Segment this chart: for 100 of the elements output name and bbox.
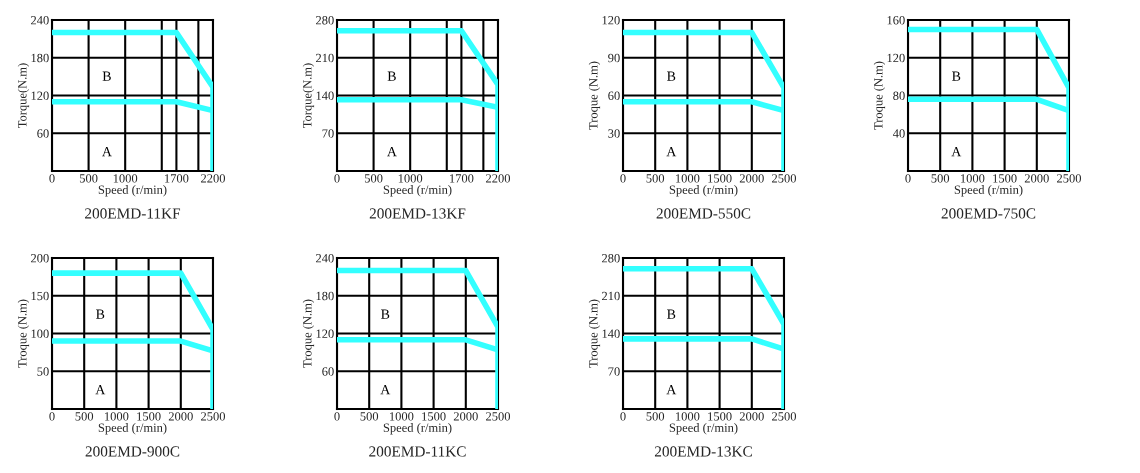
annotation: A: [666, 385, 677, 395]
annotation: B: [381, 309, 390, 319]
x-tick-label: 500: [75, 412, 94, 421]
y-tick-label: 60: [37, 129, 49, 138]
y-tick-label: 140: [602, 329, 620, 338]
y-tick-label: 60: [608, 91, 620, 100]
x-tick-label: 2000: [168, 412, 193, 421]
y-axis-title: Troque (N.m): [873, 61, 886, 130]
x-tick-label: 2000: [1024, 174, 1049, 183]
x-axis-title: Speed (r/min): [383, 185, 452, 197]
x-tick-label: 500: [360, 412, 379, 421]
text: 200EMD-13KF: [369, 208, 466, 219]
x-tick-label: 500: [931, 174, 950, 183]
annotation: A: [380, 385, 391, 395]
y-tick-label: 90: [608, 53, 620, 63]
x-tick-label: 1000: [113, 174, 138, 183]
text: 200EMD-13KC: [654, 446, 752, 457]
x-tick-label: 2200: [201, 174, 226, 183]
y-tick-label: 180: [316, 291, 334, 301]
y-axis-title: Troque (N.m): [588, 299, 601, 368]
y-axis-title: Torque(N.m): [17, 63, 30, 128]
y-axis-title: Troque (N.m): [588, 61, 601, 130]
annotation: A: [102, 147, 112, 157]
y-tick-label: 240: [316, 254, 334, 263]
x-tick-label: 0: [49, 412, 55, 421]
annotation: A: [666, 147, 677, 157]
annotation: A: [95, 385, 106, 395]
y-tick-label: 150: [31, 291, 49, 301]
annotation: A: [387, 147, 397, 157]
y-tick-label: 240: [31, 16, 49, 25]
text: 200EMD-11KF: [85, 208, 181, 219]
x-tick-label: 1000: [676, 412, 700, 421]
y-tick-label: 70: [322, 129, 334, 138]
x-tick-label: 0: [620, 412, 626, 421]
x-tick-label: 2500: [1057, 174, 1082, 183]
x-tick-label: 2000: [739, 412, 764, 421]
y-tick-label: 40: [892, 129, 905, 138]
x-tick-label: 2000: [453, 412, 478, 421]
y-tick-label: 120: [31, 91, 49, 100]
x-tick-label: 0: [905, 174, 911, 183]
y-tick-label: 50: [37, 367, 49, 376]
x-tick-label: 0: [334, 412, 340, 421]
x-tick-label: 500: [79, 174, 98, 183]
text: 200EMD-550C: [656, 208, 751, 219]
x-tick-label: 2500: [201, 412, 226, 421]
annotation: A: [951, 147, 962, 157]
text: 200EMD-750C: [941, 208, 1036, 219]
x-tick-label: 0: [334, 174, 340, 183]
y-tick-label: 160: [887, 16, 905, 25]
y-axis-title: Torque(N.m): [302, 63, 315, 128]
y-tick-label: 280: [316, 16, 334, 25]
x-tick-label: 500: [646, 412, 665, 421]
x-axis-title: Speed (r/min): [669, 423, 738, 435]
annotation: B: [667, 309, 676, 319]
annotation: B: [96, 309, 105, 319]
x-tick-label: 1000: [676, 174, 700, 183]
x-tick-label: 0: [620, 174, 626, 183]
y-tick-label: 140: [316, 91, 334, 100]
x-tick-label: 1000: [105, 412, 129, 421]
x-tick-label: 2200: [486, 174, 511, 183]
x-tick-label: 2000: [739, 174, 764, 183]
y-tick-label: 80: [893, 91, 905, 100]
y-tick-label: 280: [602, 254, 620, 263]
x-tick-label: 500: [646, 174, 665, 183]
y-tick-label: 120: [316, 329, 334, 338]
x-tick-label: 2500: [772, 412, 797, 421]
y-tick-label: 210: [316, 53, 334, 63]
y-tick-label: 200: [31, 254, 49, 263]
y-tick-label: 60: [322, 367, 334, 376]
annotation: B: [102, 71, 111, 81]
x-tick-label: 1700: [165, 174, 189, 183]
y-tick-label: 70: [608, 367, 620, 376]
x-axis-title: Speed (r/min): [669, 185, 738, 197]
x-axis-title: Speed (r/min): [98, 185, 167, 197]
y-axis-title: Troque (N.m): [17, 299, 30, 368]
x-tick-label: 0: [49, 174, 55, 183]
x-tick-label: 1500: [708, 174, 732, 183]
x-tick-label: 1000: [961, 174, 985, 183]
annotation: B: [387, 71, 396, 81]
x-tick-label: 1000: [398, 174, 423, 183]
x-tick-label: 2500: [772, 174, 797, 183]
x-tick-label: 1000: [390, 412, 414, 421]
x-tick-label: 1500: [708, 412, 732, 421]
x-tick-label: 1500: [993, 174, 1017, 183]
y-tick-label: 120: [602, 16, 620, 25]
y-tick-label: 30: [608, 129, 620, 138]
annotation: B: [952, 71, 961, 81]
y-tick-label: 100: [31, 329, 49, 338]
text: 200EMD-900C: [85, 446, 180, 457]
text: 200EMD-11KC: [369, 446, 466, 457]
y-tick-label: 180: [31, 53, 49, 63]
y-tick-label: 120: [887, 53, 905, 63]
x-tick-label: 1500: [422, 412, 446, 421]
x-tick-label: 2500: [486, 412, 511, 421]
x-axis-title: Speed (r/min): [98, 423, 167, 435]
annotation: B: [667, 71, 676, 81]
y-tick-label: 210: [602, 291, 620, 301]
y-axis-title: Troque (N.m): [302, 299, 315, 368]
x-tick-label: 1700: [450, 174, 474, 183]
x-tick-label: 500: [364, 174, 383, 183]
